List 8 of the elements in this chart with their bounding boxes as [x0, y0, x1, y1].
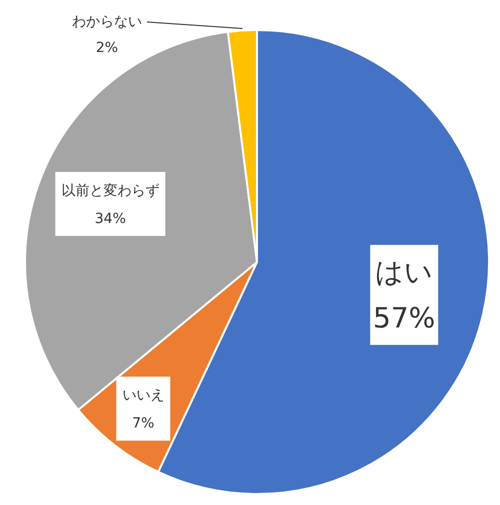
data-label: 2%: [96, 40, 118, 56]
data-label: 7%: [132, 416, 154, 432]
data-label: 57%: [373, 302, 436, 335]
slice-label: わからない: [72, 14, 142, 30]
data-label: 34%: [94, 210, 126, 227]
slice-label: 以前と変わらず: [61, 182, 160, 199]
slice-label: はい: [375, 256, 434, 289]
slice-label: いいえ: [122, 388, 164, 404]
